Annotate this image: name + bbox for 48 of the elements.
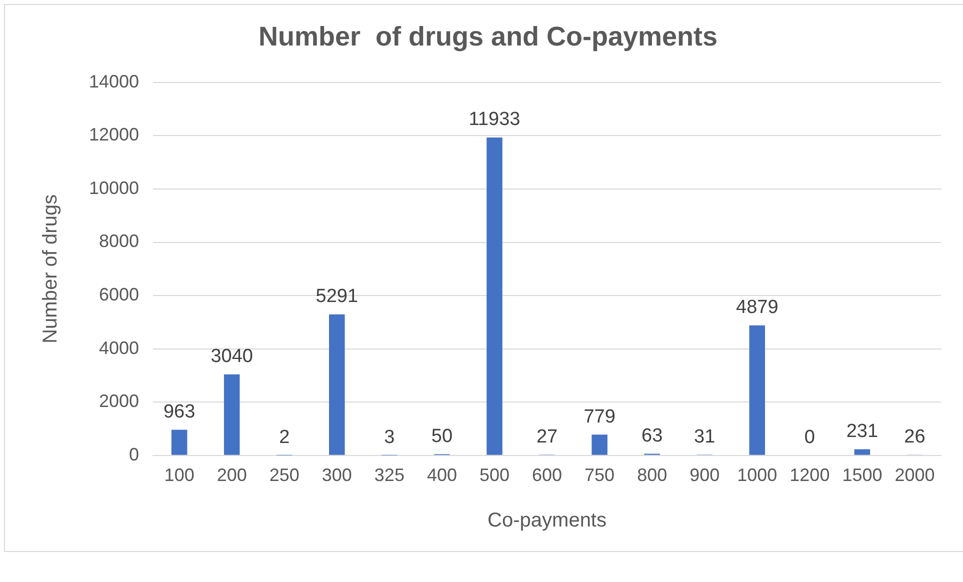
y-tick-label: 4000 <box>99 338 140 358</box>
bar <box>329 314 345 455</box>
bar <box>171 430 188 455</box>
data-label: 50 <box>431 426 453 447</box>
x-tick-label: 500 <box>479 465 510 486</box>
y-tick-label: 8000 <box>99 231 140 252</box>
data-label: 27 <box>536 426 558 448</box>
y-tick-label: 12000 <box>88 124 140 145</box>
x-tick-label: 800 <box>637 465 668 486</box>
data-label: 26 <box>904 426 926 448</box>
data-label: 3040 <box>210 346 253 368</box>
y-tick-label: 2000 <box>99 391 140 412</box>
x-tick-label: 300 <box>322 465 352 486</box>
data-label: 3 <box>384 427 395 448</box>
data-label: 231 <box>846 420 878 442</box>
y-tick-label: 10000 <box>88 178 140 198</box>
x-tick-label: 200 <box>216 465 247 486</box>
chart-title: Number of drugs and Co-payments <box>258 22 718 52</box>
x-tick-label: 250 <box>269 465 300 486</box>
data-label: 11933 <box>468 109 520 130</box>
bar <box>224 374 240 455</box>
x-tick-label: 900 <box>690 465 720 486</box>
data-label: 0 <box>804 427 815 448</box>
x-tick-label: 1500 <box>842 465 882 486</box>
data-label: 63 <box>642 425 663 446</box>
data-label: 779 <box>584 406 616 428</box>
y-tick-label: 6000 <box>99 284 140 305</box>
data-label: 2 <box>279 427 290 448</box>
x-tick-label: 1000 <box>737 465 778 486</box>
data-label: 963 <box>163 401 196 422</box>
y-axis-title: Number of drugs <box>40 194 62 344</box>
x-tick-label: 400 <box>426 465 457 486</box>
x-axis-title: Co-payments <box>488 510 606 532</box>
data-label: 4879 <box>736 297 778 318</box>
x-tick-label: 100 <box>164 465 194 486</box>
x-tick-label: 600 <box>532 465 562 486</box>
data-label: 5291 <box>316 286 358 308</box>
bar <box>592 434 608 455</box>
bar <box>486 137 502 455</box>
x-tick-label: 2000 <box>894 465 935 486</box>
bar <box>749 325 766 455</box>
bar <box>854 449 870 455</box>
y-tick-label: 0 <box>129 444 140 464</box>
y-tick-label: 14000 <box>88 71 140 92</box>
data-label: 31 <box>694 426 716 448</box>
x-tick-label: 325 <box>374 465 404 486</box>
x-tick-label: 1200 <box>790 465 830 486</box>
x-tick-label: 750 <box>584 465 615 486</box>
